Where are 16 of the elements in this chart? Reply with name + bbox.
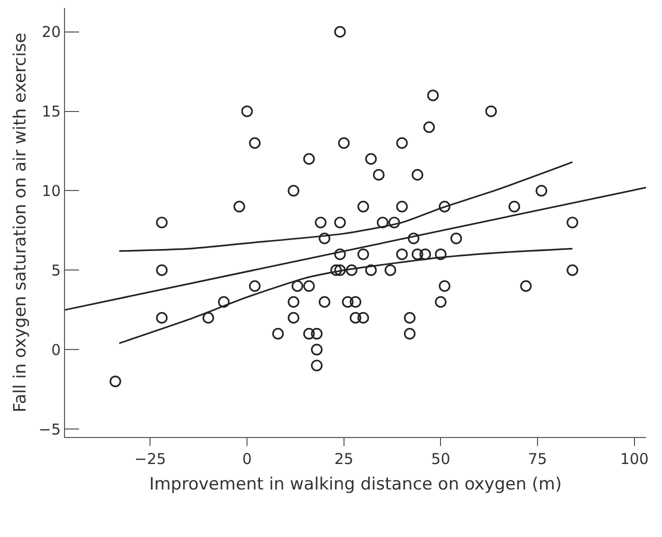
x-tick-label: 0 bbox=[242, 450, 252, 468]
y-tick-label: 0 bbox=[51, 340, 61, 359]
y-tick-label: 10 bbox=[42, 182, 61, 200]
y-tick-label: 5 bbox=[51, 261, 61, 280]
x-tick-label: 100 bbox=[620, 450, 649, 468]
y-tick-label: −5 bbox=[38, 420, 61, 438]
line-series bbox=[118, 248, 574, 344]
x-axis-title: Improvement in walking distance on oxygen (m) bbox=[149, 474, 562, 494]
y-axis-title: Fall in oxygen saturation on air with exercise bbox=[10, 32, 30, 412]
y-tick-label: 15 bbox=[42, 102, 61, 121]
line-series bbox=[118, 161, 574, 252]
y-tick-label: 20 bbox=[42, 23, 61, 42]
x-tick-label: −25 bbox=[134, 450, 166, 468]
x-tick-label: 50 bbox=[431, 450, 450, 468]
x-tick-label: 25 bbox=[334, 450, 354, 468]
x-tick-label: 75 bbox=[528, 450, 548, 468]
